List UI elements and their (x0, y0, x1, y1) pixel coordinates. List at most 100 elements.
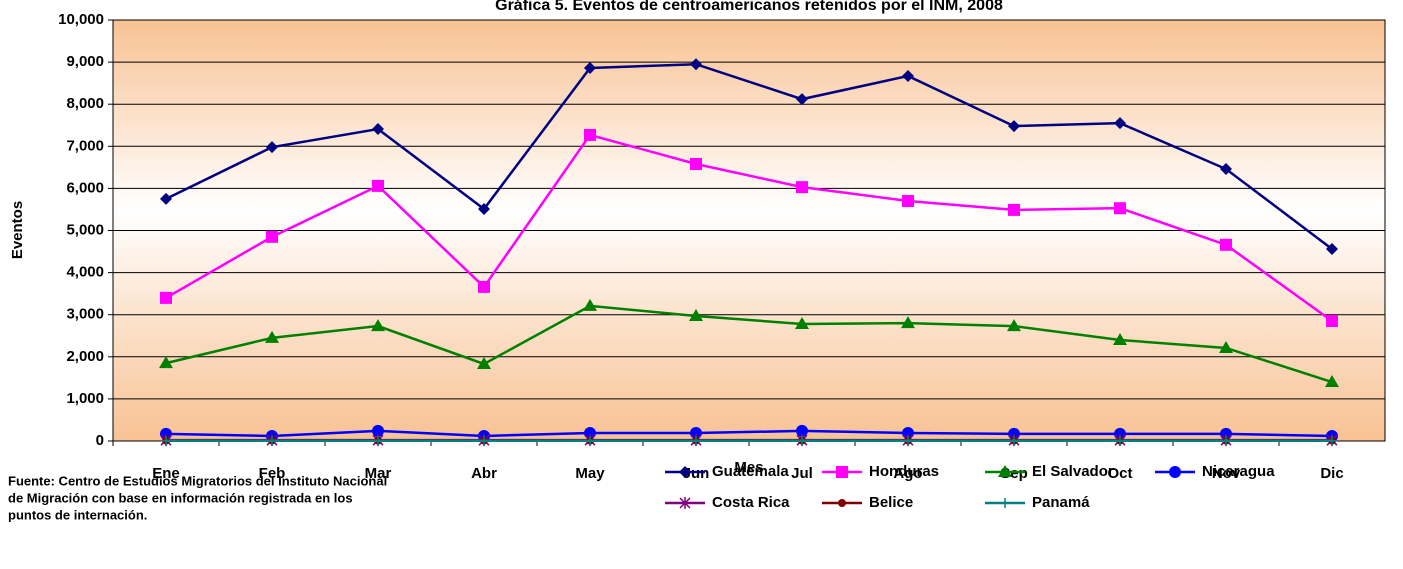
data-point (1220, 238, 1232, 251)
data-point (1007, 319, 1021, 332)
data-point (161, 435, 171, 446)
data-point (691, 435, 701, 446)
data-point (1326, 315, 1338, 328)
x-tick-label: Mar (365, 465, 392, 482)
source-line: puntos de internación. (8, 507, 147, 522)
data-point (372, 424, 384, 437)
data-point (1327, 435, 1337, 446)
data-point (1008, 203, 1020, 216)
data-point (479, 435, 489, 446)
data-point (796, 181, 808, 194)
chart-title: Gráfica 5. Eventos de centroamericanos r… (495, 0, 1003, 14)
data-point (1115, 435, 1125, 446)
series-line (165, 133, 1333, 323)
data-point (796, 424, 808, 437)
legend-marker (998, 465, 1012, 477)
data-point (477, 356, 491, 369)
data-point (372, 123, 384, 136)
data-point (265, 330, 279, 343)
data-point (901, 316, 915, 329)
data-point (689, 308, 703, 321)
x-tick-label: Abr (471, 465, 497, 482)
legend-label: Belice (869, 494, 913, 511)
y-tick-label: 5,000 (66, 221, 104, 238)
data-point (583, 298, 597, 311)
data-point (797, 435, 807, 446)
x-tick-label: Feb (259, 465, 286, 482)
data-point (1008, 120, 1020, 133)
legend-label: El Salvador (1032, 463, 1114, 480)
data-point (1220, 163, 1232, 176)
source-note: Fuente: Centro de Estudios Migratorios d… (8, 473, 387, 522)
y-tick-label: 6,000 (66, 179, 104, 196)
y-tick-label: 0 (96, 432, 104, 449)
data-point (690, 157, 702, 170)
legend-marker (838, 499, 846, 507)
data-point (266, 141, 278, 154)
series-line (165, 304, 1333, 384)
data-point (796, 93, 808, 106)
legend-marker (1000, 498, 1010, 508)
x-tick-label: Jun (683, 465, 710, 482)
x-tick-label: Dic (1320, 465, 1343, 482)
x-tick-label: Ago (893, 465, 922, 482)
legend-label: Guatemala (712, 463, 789, 480)
x-axis-label: Mes (734, 459, 763, 476)
data-point (267, 435, 277, 446)
series-line (165, 62, 1333, 251)
y-tick-label: 1,000 (66, 390, 104, 407)
data-point (160, 192, 172, 205)
legend-marker (1169, 466, 1181, 478)
data-point (585, 435, 595, 446)
data-point (1114, 117, 1126, 130)
legend-label: Costa Rica (712, 494, 790, 511)
data-point (266, 230, 278, 243)
data-point (1219, 340, 1233, 353)
y-tick-label: 8,000 (66, 95, 104, 112)
legend-marker (679, 466, 691, 478)
data-point (902, 195, 914, 208)
source-line: de Migración con base en información reg… (8, 490, 353, 505)
x-tick-label: Nov (1212, 465, 1241, 482)
data-point (1326, 243, 1338, 256)
legend-label: Honduras (869, 463, 939, 480)
source-line: Fuente: Centro de Estudios Migratorios d… (8, 473, 387, 488)
series-line (165, 429, 1333, 438)
y-tick-label: 9,000 (66, 53, 104, 70)
data-point (159, 356, 173, 369)
data-point (371, 319, 385, 332)
x-tick-label: Jul (791, 465, 813, 482)
legend-marker (679, 497, 691, 509)
y-tick-label: 3,000 (66, 306, 104, 323)
y-tick-label: 4,000 (66, 264, 104, 281)
data-point (373, 435, 383, 446)
data-point (478, 203, 490, 216)
y-axis-label: Eventos (9, 201, 26, 259)
x-tick-label: May (575, 465, 605, 482)
data-point (584, 427, 596, 440)
data-point (1114, 202, 1126, 215)
x-tick-label: Ene (152, 465, 180, 482)
y-tick-label: 7,000 (66, 137, 104, 154)
data-point (1113, 332, 1127, 345)
data-point (902, 69, 914, 82)
data-point (690, 58, 702, 71)
data-point (690, 427, 702, 440)
legend-label: Nicaragua (1202, 463, 1275, 480)
data-point (372, 179, 384, 192)
data-point (1009, 435, 1019, 446)
data-point (902, 427, 914, 440)
data-point (795, 316, 809, 329)
data-point (584, 61, 596, 74)
data-point (584, 128, 596, 141)
data-point (478, 280, 490, 293)
data-point (1221, 435, 1231, 446)
x-tick-label: Oct (1107, 465, 1132, 482)
y-tick-label: 10,000 (58, 11, 104, 28)
data-point (903, 435, 913, 446)
y-tick-label: 2,000 (66, 348, 104, 365)
data-point (160, 291, 172, 304)
data-point (1325, 375, 1339, 388)
legend-marker (836, 466, 848, 478)
